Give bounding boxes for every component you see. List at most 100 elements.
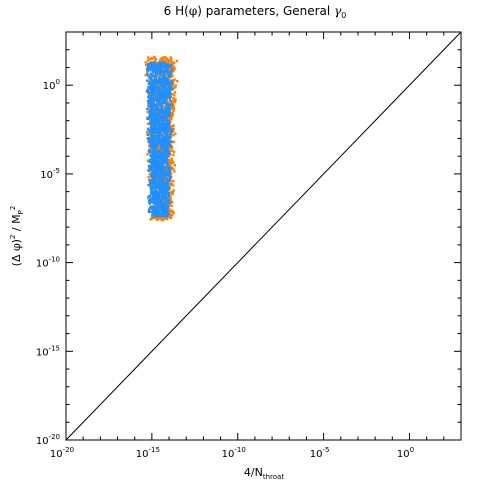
- blue-point: [154, 76, 157, 80]
- y-tick-label: 100: [43, 78, 60, 92]
- orange-point: [170, 83, 173, 86]
- blue-point: [147, 136, 151, 140]
- orange-point: [168, 155, 171, 158]
- orange-point: [157, 75, 161, 78]
- blue-point: [156, 192, 159, 195]
- blue-point: [168, 81, 172, 84]
- blue-point: [151, 69, 155, 73]
- blue-point: [160, 103, 163, 106]
- blue-point: [159, 84, 162, 88]
- blue-point: [156, 176, 160, 180]
- orange-point: [146, 153, 149, 156]
- blue-point: [148, 150, 151, 153]
- orange-point: [156, 216, 160, 220]
- blue-point: [151, 75, 154, 78]
- blue-point: [154, 171, 158, 174]
- blue-point: [166, 82, 169, 85]
- blue-point: [149, 139, 152, 143]
- blue-point: [149, 166, 152, 169]
- blue-point: [153, 142, 156, 146]
- blue-point: [148, 114, 151, 118]
- orange-point: [147, 176, 150, 179]
- blue-point: [151, 196, 154, 199]
- blue-point: [146, 133, 149, 137]
- blue-point: [158, 175, 161, 179]
- blue-point: [154, 153, 157, 157]
- blue-point: [151, 205, 154, 208]
- blue-point: [150, 104, 153, 107]
- blue-point: [167, 212, 170, 215]
- blue-point: [161, 173, 164, 177]
- orange-point: [173, 61, 176, 65]
- blue-point: [148, 178, 151, 182]
- blue-point: [169, 176, 172, 179]
- orange-point: [145, 130, 149, 134]
- blue-point: [153, 93, 156, 96]
- orange-point: [170, 157, 173, 160]
- blue-point: [155, 146, 158, 149]
- blue-point: [150, 119, 153, 123]
- blue-point: [165, 171, 168, 175]
- blue-point: [158, 103, 161, 107]
- blue-point: [153, 65, 156, 69]
- blue-point: [152, 162, 156, 165]
- blue-point: [167, 180, 170, 183]
- blue-point: [162, 167, 166, 170]
- blue-point: [161, 206, 165, 210]
- blue-point: [161, 98, 164, 102]
- blue-point: [167, 167, 170, 171]
- blue-point: [155, 182, 158, 185]
- blue-point: [146, 63, 150, 67]
- blue-point: [151, 133, 154, 136]
- orange-point: [162, 67, 166, 71]
- blue-point: [153, 182, 156, 186]
- blue-point: [151, 144, 154, 147]
- blue-point: [152, 208, 156, 212]
- blue-point: [146, 107, 149, 111]
- blue-point: [162, 165, 165, 169]
- blue-point: [160, 152, 163, 155]
- blue-point: [165, 133, 169, 136]
- blue-point: [159, 212, 162, 216]
- blue-point: [152, 186, 156, 190]
- blue-point: [163, 115, 166, 118]
- orange-point: [149, 80, 152, 83]
- blue-point: [168, 75, 171, 79]
- blue-point: [150, 205, 153, 208]
- blue-point: [160, 82, 163, 85]
- blue-point: [157, 120, 160, 124]
- blue-point: [154, 142, 158, 145]
- blue-point: [166, 136, 169, 139]
- blue-point: [162, 78, 165, 82]
- orange-point: [168, 147, 171, 150]
- blue-point: [152, 180, 156, 183]
- blue-point: [159, 198, 163, 202]
- blue-point: [170, 64, 173, 67]
- blue-point: [160, 196, 164, 199]
- blue-point: [150, 215, 154, 218]
- blue-point: [159, 118, 163, 121]
- blue-point: [147, 210, 151, 213]
- blue-point: [164, 130, 167, 133]
- orange-point: [173, 170, 176, 173]
- blue-point: [163, 95, 166, 98]
- blue-point: [166, 90, 169, 93]
- blue-point: [160, 108, 164, 111]
- orange-point: [168, 203, 171, 206]
- blue-point: [152, 97, 155, 100]
- blue-point: [164, 198, 167, 201]
- orange-point: [172, 103, 175, 106]
- blue-point: [158, 95, 161, 98]
- blue-point: [163, 100, 167, 104]
- orange-point: [168, 66, 171, 70]
- blue-point: [164, 62, 167, 65]
- orange-point: [171, 201, 174, 204]
- orange-point: [153, 59, 157, 62]
- blue-point: [164, 124, 168, 127]
- blue-point: [165, 62, 169, 66]
- orange-point: [165, 217, 169, 221]
- orange-point: [163, 178, 167, 182]
- blue-point: [159, 114, 163, 118]
- blue-point: [159, 184, 162, 187]
- blue-point: [166, 183, 169, 186]
